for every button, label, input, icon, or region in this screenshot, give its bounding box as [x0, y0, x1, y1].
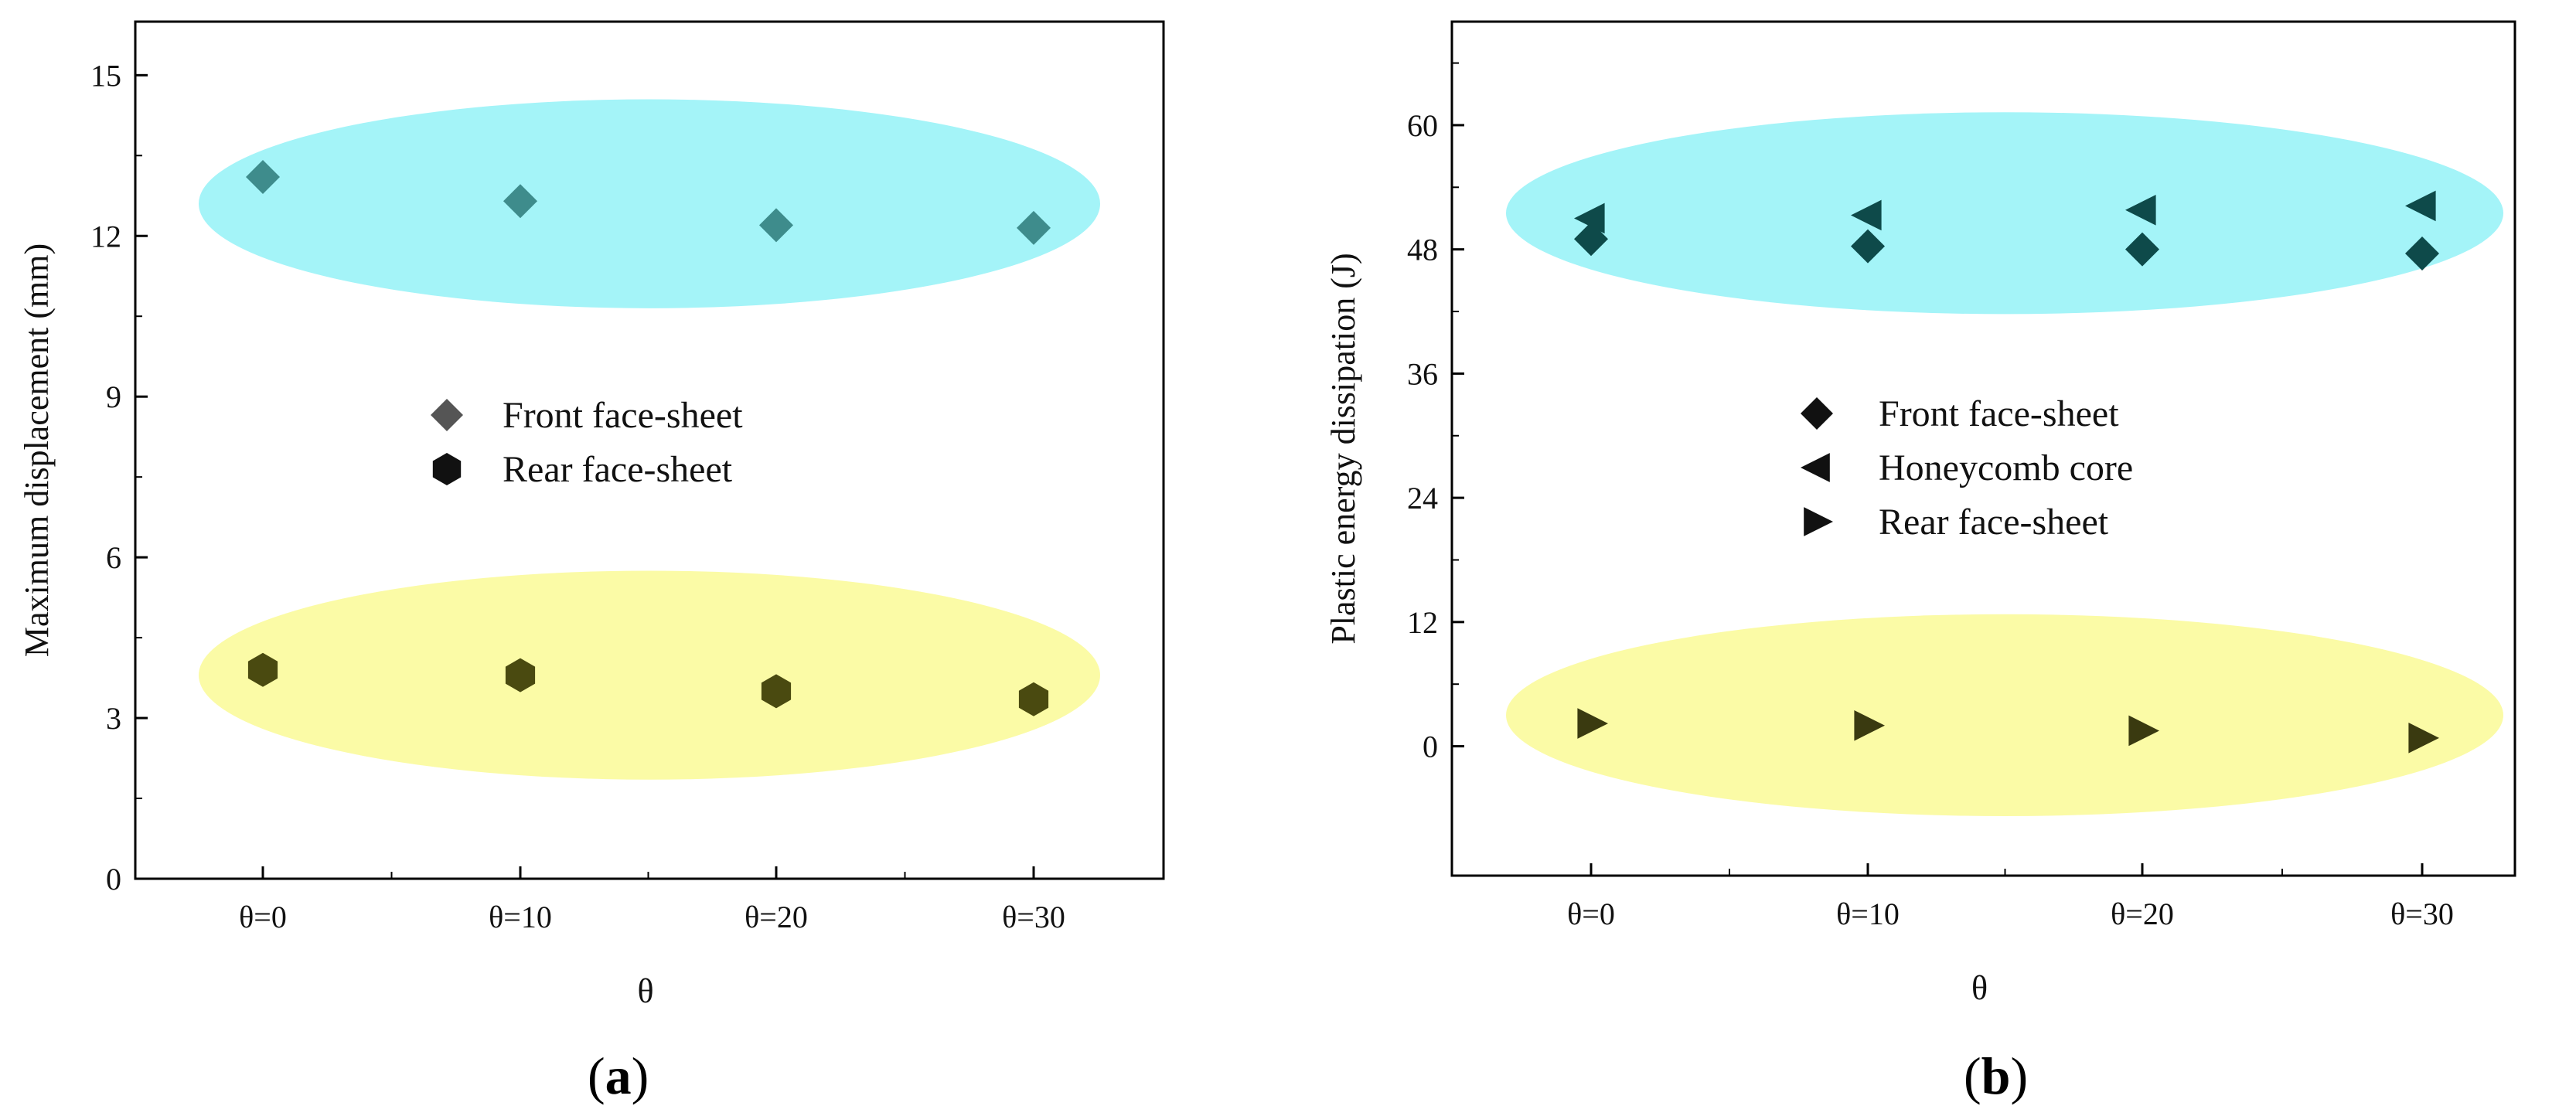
panel-caption: (b): [1964, 1046, 2028, 1105]
x-tick-label: θ=20: [745, 900, 808, 934]
data-point-rear-face-sheet: [2128, 715, 2159, 747]
y-tick-label: 48: [1407, 233, 1438, 267]
y-tick-label: 24: [1407, 481, 1438, 515]
x-tick-label: θ=10: [1836, 897, 1900, 931]
x-tick-label: θ=0: [239, 900, 287, 934]
x-tick-label: θ=30: [1002, 900, 1065, 934]
y-tick-label: 12: [90, 219, 121, 253]
y-tick-label: 60: [1407, 108, 1438, 143]
data-point-front-face-sheet: [1851, 229, 1885, 264]
caption-letter: a: [605, 1046, 632, 1105]
y-tick-label: 12: [1407, 605, 1438, 640]
data-point-rear-face-sheet: [1577, 708, 1608, 739]
data-point-honeycomb-core: [2125, 194, 2156, 226]
legend-label: Rear face-sheet: [503, 449, 733, 490]
legend-label: Honeycomb core: [1879, 447, 2133, 488]
y-axis-title: Maximum displacement (mm): [18, 243, 56, 657]
x-tick-label: θ=30: [2390, 897, 2454, 931]
data-point-rear-face-sheet: [2408, 723, 2439, 754]
legend-marker: [432, 453, 462, 485]
y-tick-label: 6: [106, 540, 121, 575]
data-point-front-face-sheet: [503, 184, 537, 219]
highlight-band-1: [199, 570, 1100, 780]
data-point-front-face-sheet: [759, 208, 793, 243]
x-tick-label: θ=0: [1567, 897, 1615, 931]
data-point-rear-face-sheet: [247, 652, 278, 687]
data-point-honeycomb-core: [1574, 202, 1605, 234]
legend-marker: [1801, 397, 1833, 430]
data-point-honeycomb-core: [1851, 199, 1882, 231]
x-axis-title: θ: [637, 972, 653, 1010]
data-point-front-face-sheet: [1017, 210, 1051, 245]
highlight-band-0: [1506, 112, 2503, 315]
legend-label: Rear face-sheet: [1879, 502, 2109, 543]
data-point-rear-face-sheet: [1018, 682, 1049, 716]
highlight-band-1: [1506, 614, 2503, 816]
legend-marker: [431, 399, 463, 431]
highlight-band-0: [199, 99, 1100, 308]
data-point-rear-face-sheet: [505, 658, 536, 692]
y-tick-label: 9: [106, 379, 121, 414]
chart-panel-a: 0 3 6 9 12 15 θ=0 θ=10 θ=20 θ=30 θ Maximum displace…: [18, 20, 1165, 1105]
chart-panel-b: 0 12 24 36 48 60 θ=0 θ=10 θ=20 θ=30 θ Plastic energ…: [1324, 20, 2516, 1105]
data-point-front-face-sheet: [2125, 232, 2159, 267]
y-tick-label: 3: [106, 701, 121, 736]
x-axis-title: θ: [1971, 969, 1988, 1007]
panel-caption: (a): [588, 1046, 649, 1105]
plot-frame: [1450, 20, 2516, 877]
legend-label: Front face-sheet: [503, 395, 743, 436]
data-point-front-face-sheet: [246, 160, 280, 195]
y-tick-label: 0: [1423, 730, 1438, 764]
y-axis-title: Plastic energy dissipation (J): [1324, 253, 1362, 644]
data-point-rear-face-sheet: [1854, 709, 1885, 741]
legend-marker: [1801, 453, 1830, 482]
y-tick-label: 36: [1407, 356, 1438, 391]
caption-letter: b: [1981, 1046, 2011, 1105]
data-point-honeycomb-core: [2405, 190, 2436, 222]
data-point-rear-face-sheet: [761, 674, 792, 709]
x-tick-label: θ=10: [489, 900, 552, 934]
y-tick-label: 0: [106, 862, 121, 897]
legend-label: Front face-sheet: [1879, 393, 2119, 434]
x-tick-label: θ=20: [2111, 897, 2174, 931]
data-point-front-face-sheet: [2405, 236, 2439, 271]
plot-frame: [134, 20, 1165, 880]
legend-marker: [1804, 507, 1833, 536]
y-tick-label: 15: [90, 58, 121, 93]
